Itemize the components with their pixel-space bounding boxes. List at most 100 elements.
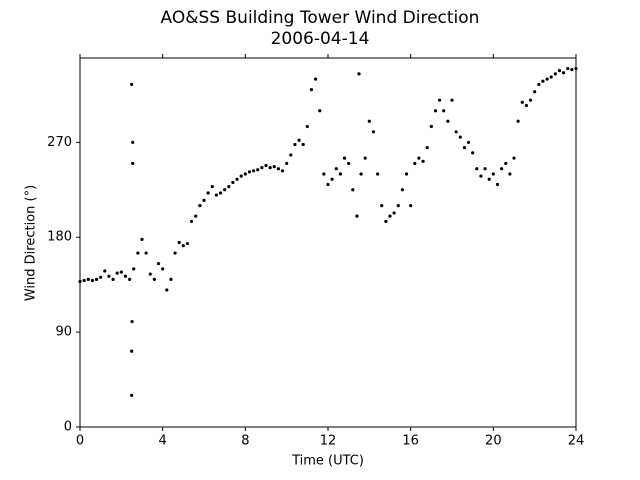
- data-point: [99, 275, 103, 279]
- y-tick-label: 90: [55, 325, 72, 340]
- data-point: [570, 67, 574, 72]
- data-point: [218, 191, 223, 195]
- data-point: [355, 214, 359, 218]
- data-point: [305, 124, 309, 129]
- x-tick-label: 12: [320, 434, 337, 449]
- data-point: [508, 172, 512, 176]
- data-point: [417, 156, 421, 160]
- data-point: [130, 82, 134, 86]
- data-point: [549, 75, 553, 79]
- data-point: [425, 146, 429, 150]
- data-point: [206, 191, 210, 195]
- data-point: [380, 204, 384, 208]
- data-point: [338, 172, 342, 176]
- data-point: [330, 177, 334, 181]
- data-point: [491, 172, 495, 176]
- data-point: [152, 277, 156, 281]
- data-point: [524, 103, 529, 108]
- data-point: [553, 72, 557, 76]
- data-point: [359, 172, 363, 176]
- data-point: [181, 244, 185, 248]
- data-point: [260, 166, 264, 170]
- data-point: [396, 204, 400, 208]
- data-point: [318, 109, 322, 113]
- data-point: [533, 90, 537, 94]
- data-point: [165, 288, 169, 292]
- data-point: [297, 138, 301, 142]
- data-point: [351, 188, 355, 192]
- y-tick-label: 180: [47, 230, 72, 245]
- y-tick-label: 0: [64, 420, 72, 435]
- data-point: [156, 261, 161, 266]
- data-point: [103, 269, 107, 273]
- data-point: [131, 140, 135, 144]
- data-point: [130, 319, 134, 324]
- data-point: [78, 279, 82, 284]
- data-point: [132, 267, 136, 271]
- data-point: [119, 270, 123, 274]
- data-point: [140, 237, 144, 241]
- data-point: [82, 278, 86, 283]
- data-point: [144, 251, 148, 255]
- data-point: [566, 66, 570, 71]
- data-point: [392, 211, 396, 215]
- data-point: [347, 161, 351, 166]
- x-tick-label: 24: [568, 434, 585, 449]
- x-axis-label: Time (UTC): [291, 454, 364, 469]
- data-point: [342, 156, 347, 160]
- data-point: [500, 167, 504, 171]
- data-point: [264, 163, 268, 168]
- data-point: [479, 174, 483, 178]
- data-point: [512, 156, 516, 160]
- data-point: [322, 172, 326, 176]
- data-point: [177, 240, 181, 245]
- data-point: [357, 72, 361, 76]
- data-point: [388, 214, 392, 218]
- data-point: [194, 214, 198, 218]
- data-point: [541, 79, 545, 83]
- data-point: [123, 274, 128, 278]
- data-point: [301, 142, 305, 147]
- data-point: [450, 98, 454, 102]
- data-point: [185, 241, 190, 246]
- data-point: [210, 185, 214, 189]
- data-point: [528, 98, 533, 102]
- data-point: [458, 135, 462, 139]
- y-tick-label: 270: [47, 135, 72, 150]
- data-point: [314, 77, 318, 81]
- data-point: [161, 267, 165, 271]
- data-point: [309, 88, 314, 92]
- data-point: [516, 119, 520, 123]
- data-point: [483, 167, 487, 171]
- x-tick-label: 8: [241, 434, 249, 449]
- data-point: [545, 77, 549, 81]
- y-axis-label: Wind Direction (°): [24, 185, 39, 301]
- data-point: [376, 172, 380, 176]
- data-point: [289, 153, 293, 157]
- data-point: [466, 140, 471, 144]
- chart-title: AO&SS Building Tower Wind Direction: [161, 8, 480, 28]
- data-point: [272, 164, 276, 169]
- data-point: [90, 278, 94, 283]
- data-point: [574, 66, 578, 71]
- data-point: [363, 156, 367, 160]
- data-point: [562, 71, 566, 75]
- data-point: [247, 170, 252, 174]
- data-point: [231, 180, 235, 185]
- data-point: [334, 167, 338, 171]
- data-point: [454, 130, 458, 134]
- data-point: [367, 119, 371, 123]
- data-point: [256, 168, 260, 172]
- data-point: [130, 349, 134, 353]
- data-point: [239, 174, 243, 178]
- data-point: [384, 219, 388, 224]
- data-point: [94, 277, 99, 281]
- data-point: [111, 277, 115, 281]
- data-point: [446, 119, 450, 123]
- data-point: [227, 185, 231, 189]
- data-point: [148, 272, 152, 276]
- data-point: [409, 204, 413, 208]
- data-point: [438, 98, 442, 102]
- data-point: [131, 161, 135, 166]
